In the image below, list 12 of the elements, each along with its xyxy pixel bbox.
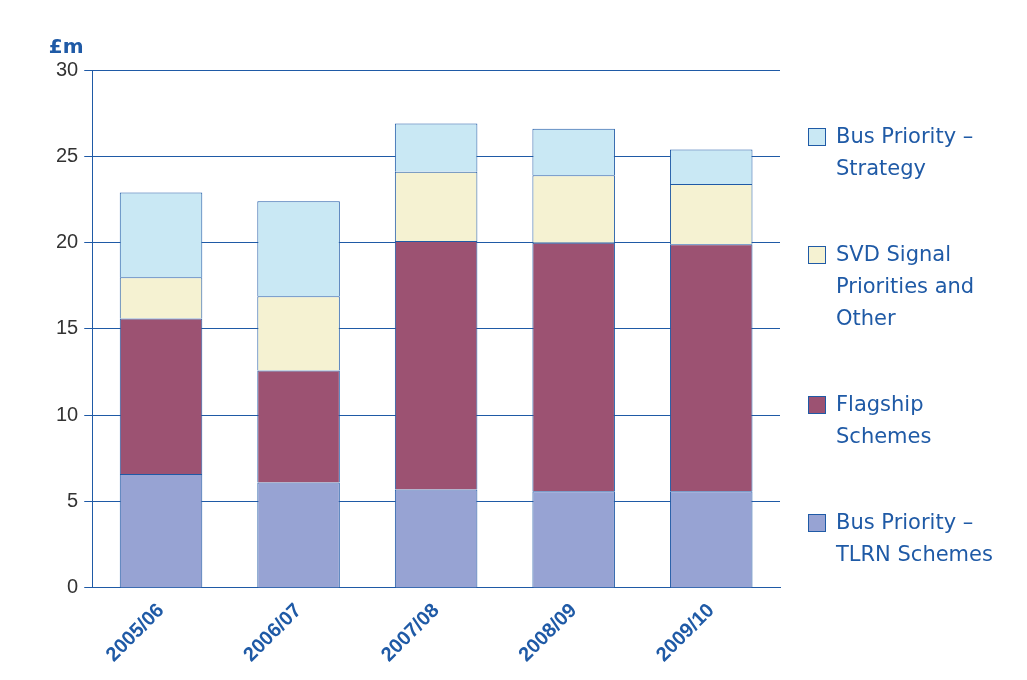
legend-label: SVD Signal Priorities and Other <box>836 241 976 332</box>
y-tick-label: 0 <box>67 575 79 598</box>
legend-label: Bus Priority – TLRN Schemes <box>836 509 994 568</box>
y-tick-label: 15 <box>56 316 79 339</box>
y-tick-label: 5 <box>67 489 79 512</box>
y-tick-label: 20 <box>56 230 79 253</box>
y-tick-label: 30 <box>56 57 79 80</box>
legend-label: Bus Priority – Strategy <box>836 123 975 182</box>
y-tick-label: 10 <box>56 402 79 425</box>
y-axis-title: £m <box>48 34 84 59</box>
legend-label: Flagship Schemes <box>836 391 933 450</box>
y-tick-label: 25 <box>56 143 79 166</box>
